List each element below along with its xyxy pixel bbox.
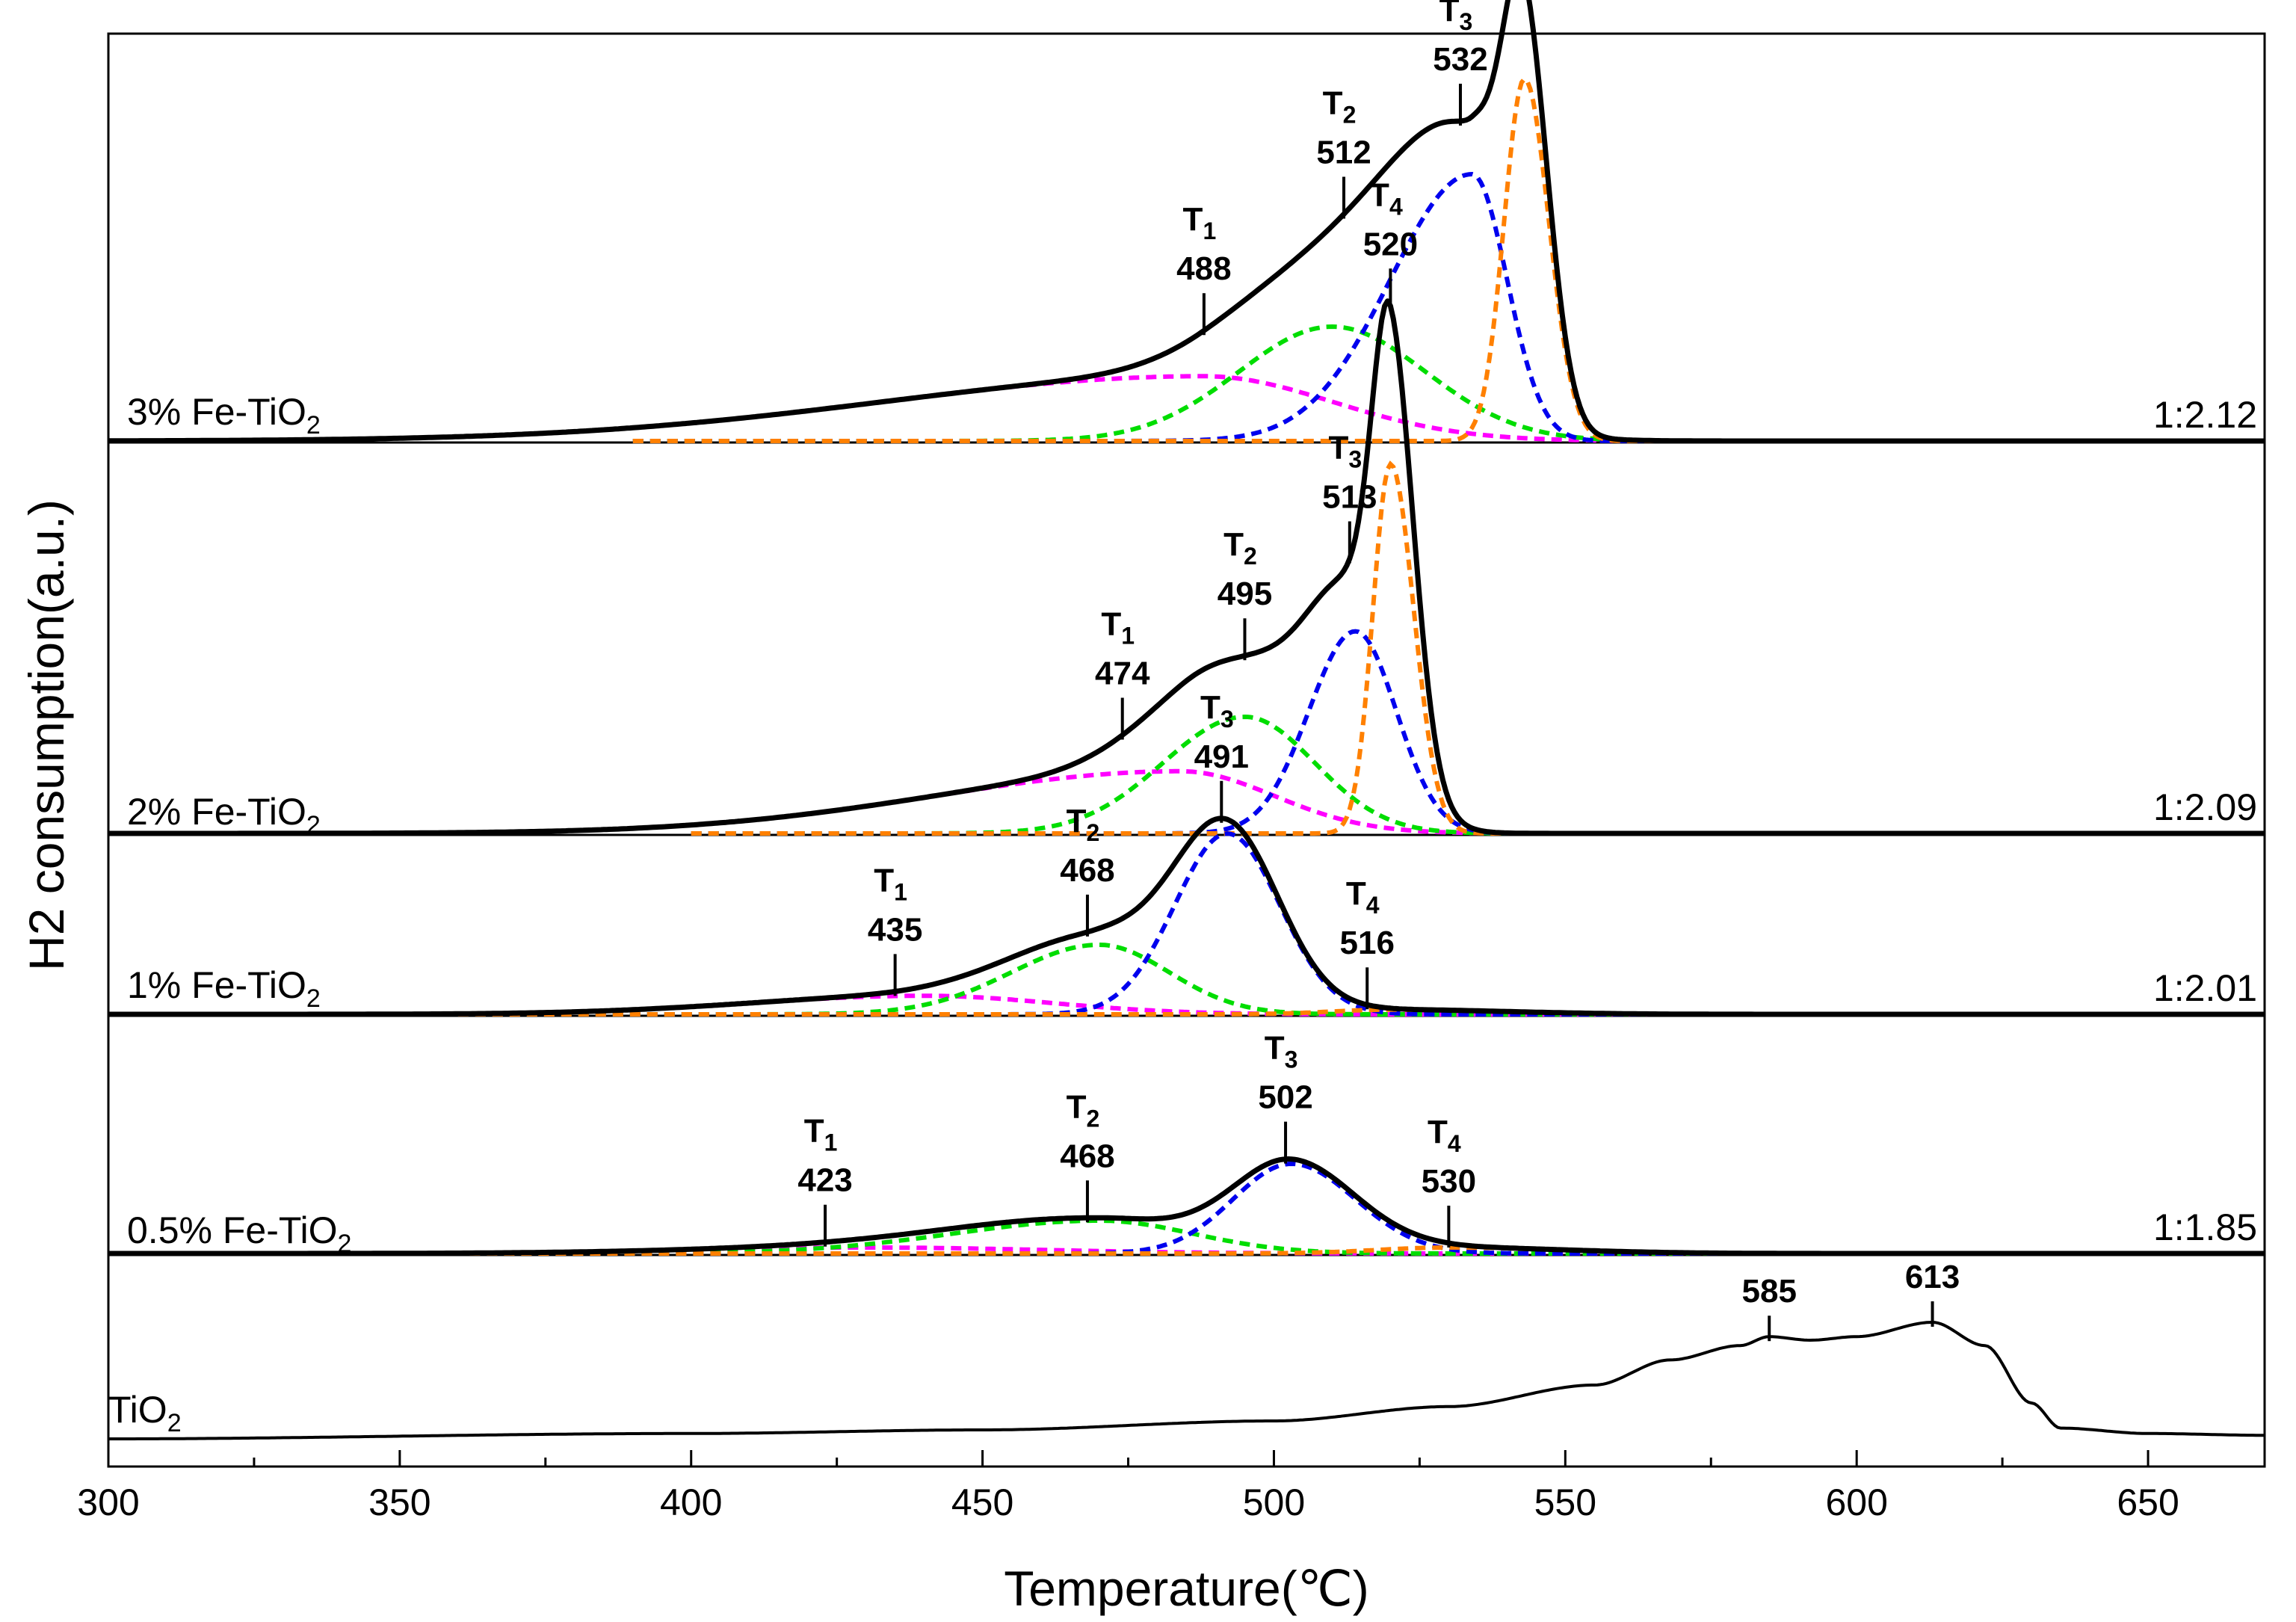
peak-value-label: 502 <box>1258 1079 1312 1116</box>
peak-name-label: T4 <box>1369 176 1403 220</box>
peak-name-label: T2 <box>1223 526 1257 570</box>
peak-value-label: 520 <box>1363 226 1418 262</box>
peak-name-label: T2 <box>1067 803 1100 846</box>
ratio-label: 1:1.85 <box>2153 1206 2257 1248</box>
x-tick-label: 400 <box>660 1481 722 1523</box>
sample-label: 3% Fe-TiO2 <box>127 391 321 440</box>
measured-tpr-curve <box>108 298 2265 836</box>
ratio-label: 1:2.12 <box>2153 394 2257 436</box>
panel-fe2: 2% Fe-TiO2 1:2.09 474 T1 495 T2 513 T3 520 T4 <box>108 176 2265 839</box>
peak-value-label: 491 <box>1194 738 1249 775</box>
x-axis: 300 350 400 450 500 550 600 650 <box>77 1450 2179 1523</box>
peak-name-label: T1 <box>874 862 907 905</box>
peak-value-label: 474 <box>1095 655 1150 691</box>
t4-fit-curve <box>691 460 2120 836</box>
measured-tpr-curve <box>108 1156 2265 1256</box>
x-tick-label: 350 <box>368 1481 430 1523</box>
peak-name-label: T1 <box>1183 201 1217 244</box>
peak-name-label: T2 <box>1067 1088 1100 1132</box>
measured-tpr-curve <box>108 815 2265 1017</box>
peak-value-label: 423 <box>797 1162 852 1199</box>
peak-value-label: 512 <box>1316 135 1371 171</box>
t3-fit-curve <box>691 629 2120 836</box>
x-tick-label: 550 <box>1534 1481 1596 1523</box>
peak-name-label: T3 <box>1265 1030 1298 1073</box>
peak-name-label: T3 <box>1200 689 1234 733</box>
x-axis-title: Temperature(℃) <box>1004 1561 1369 1616</box>
x-tick-label: 500 <box>1243 1481 1305 1523</box>
peak-value-label: 435 <box>868 911 922 948</box>
ratio-label: 1:2.01 <box>2153 967 2257 1009</box>
t3-fit-curve <box>469 1161 1904 1256</box>
x-tick-label: 450 <box>951 1481 1013 1523</box>
panel-tio2: TiO2 585 613 <box>108 1259 2265 1440</box>
peak-value-label: 495 <box>1218 576 1272 612</box>
x-tick-label: 600 <box>1825 1481 1887 1523</box>
peak-value-label: 613 <box>1905 1259 1960 1295</box>
peak-value-label: 468 <box>1060 852 1114 889</box>
panel-fe05: 0.5% Fe-TiO2 1:1.85 423 T1 468 T2 502 T3 530 T4 <box>108 1030 2265 1258</box>
peak-name-label: T3 <box>1328 429 1362 472</box>
t3-fit-curve <box>632 171 2265 443</box>
peak-name-label: T3 <box>1439 0 1473 35</box>
peak-name-label: T4 <box>1346 875 1380 919</box>
t2-fit-curve <box>632 324 2265 443</box>
peak-value-label: 516 <box>1340 925 1395 961</box>
sample-label: 2% Fe-TiO2 <box>127 791 321 839</box>
peak-name-label: T1 <box>804 1113 838 1156</box>
peak-value-label: 585 <box>1742 1273 1797 1310</box>
plot-frame <box>107 32 2266 1468</box>
x-tick-label: 650 <box>2117 1481 2179 1523</box>
peak-name-label: T4 <box>1428 1114 1461 1157</box>
peak-name-label: T1 <box>1101 605 1135 649</box>
peak-value-label: 532 <box>1433 41 1487 78</box>
sample-label: 0.5% Fe-TiO2 <box>127 1209 351 1258</box>
y-axis-title: H2 consumption(a.u.) <box>19 499 74 971</box>
panel-fe1: 1% Fe-TiO2 1:2.01 435 T1 468 T2 491 T3 516 T4 <box>108 689 2265 1017</box>
peak-name-label: T2 <box>1323 85 1357 129</box>
ratio-label: 1:2.09 <box>2153 786 2257 828</box>
sample-label: TiO2 <box>108 1389 182 1437</box>
t1-fit-curve <box>691 768 2120 836</box>
measured-tpr-curve <box>108 0 2265 444</box>
peak-value-label: 513 <box>1322 478 1377 515</box>
x-tick-label: 300 <box>77 1481 139 1523</box>
peak-value-label: 468 <box>1060 1138 1114 1174</box>
peak-value-label: 488 <box>1176 250 1231 287</box>
peak-value-label: 530 <box>1422 1163 1476 1200</box>
sample-label: 1% Fe-TiO2 <box>127 964 321 1013</box>
t1-fit-curve <box>632 374 2265 443</box>
measured-tpr-curve <box>108 1321 2265 1440</box>
